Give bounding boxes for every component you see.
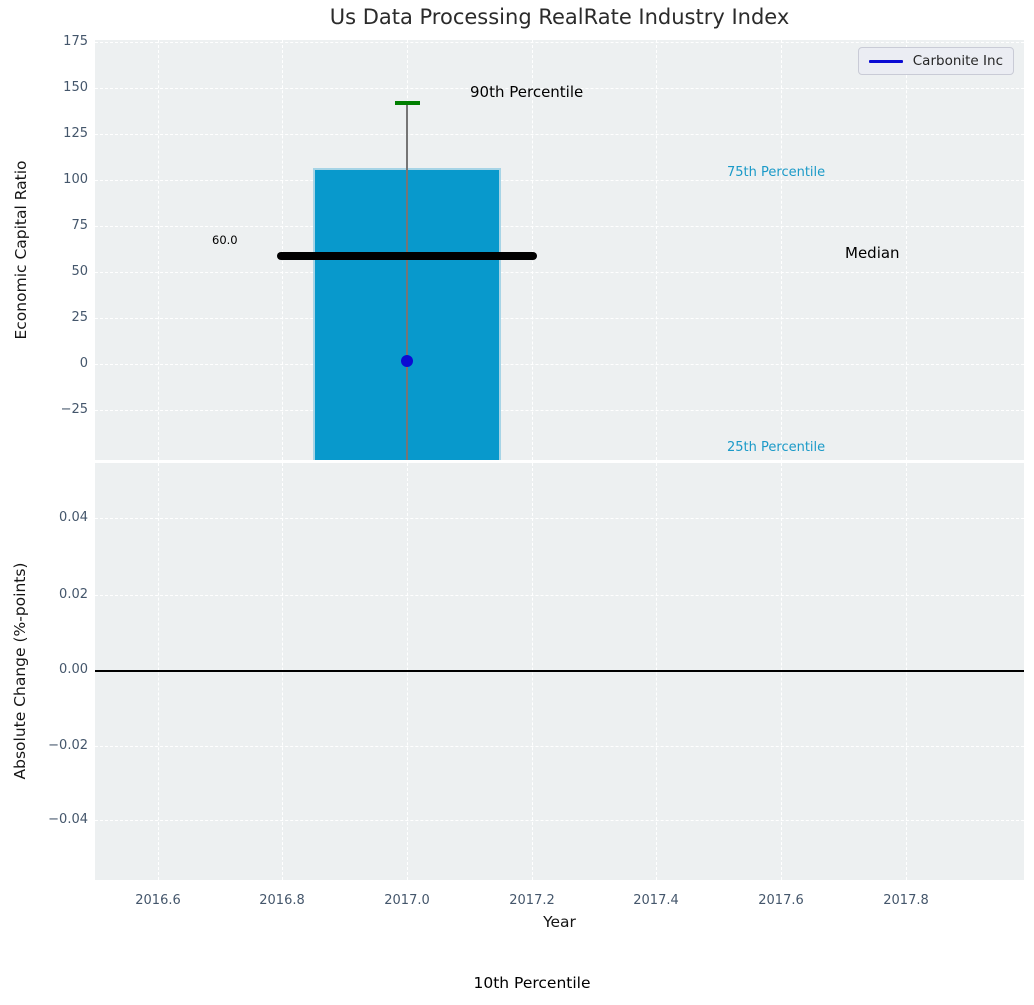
y-tick: −0.02 xyxy=(48,738,88,753)
legend-label: Carbonite Inc xyxy=(912,53,1003,69)
median-line xyxy=(277,252,537,260)
gridline xyxy=(95,42,1024,43)
x-axis-label: Year xyxy=(543,913,576,931)
gridline xyxy=(95,318,1024,319)
x-tick: 2017.6 xyxy=(758,893,804,908)
gridline xyxy=(95,820,1024,821)
y-tick: 50 xyxy=(71,264,88,279)
gridline xyxy=(95,518,1024,519)
gridline xyxy=(95,226,1024,227)
legend-line-swatch xyxy=(868,59,903,63)
gridline xyxy=(532,40,533,460)
top-plot-area: 90th Percentile 75th Percentile Median 6… xyxy=(95,40,1024,460)
x-tick: 2017.8 xyxy=(883,893,929,908)
x-tick: 2017.2 xyxy=(509,893,555,908)
y-tick: 0.02 xyxy=(59,587,88,602)
annotation-75th-percentile: 75th Percentile xyxy=(727,165,826,180)
gridline xyxy=(282,40,283,460)
y-tick: 0.00 xyxy=(59,662,88,677)
y-tick: −0.04 xyxy=(48,812,88,827)
bottom-y-axis-label: Absolute Change (%-points) xyxy=(11,562,29,780)
zero-reference-line xyxy=(95,670,1024,672)
x-tick: 2017.0 xyxy=(384,893,430,908)
annotation-median: Median xyxy=(845,244,900,262)
gridline xyxy=(95,746,1024,747)
y-tick: 150 xyxy=(63,80,88,95)
gridline xyxy=(95,364,1024,365)
chart-title: Us Data Processing RealRate Industry Ind… xyxy=(329,5,790,29)
annotation-25th-percentile: 25th Percentile xyxy=(727,440,826,455)
annotation-90th-percentile: 90th Percentile xyxy=(470,83,584,101)
y-tick: 125 xyxy=(63,126,88,141)
y-tick: 0 xyxy=(79,356,88,371)
gridline xyxy=(906,40,907,460)
gridline xyxy=(158,40,159,460)
company-data-point xyxy=(401,355,413,367)
annotation-median-value: 60.0 xyxy=(212,233,238,247)
whisker-line xyxy=(406,102,408,460)
x-tick: 2016.8 xyxy=(259,893,305,908)
y-tick: 175 xyxy=(63,34,88,49)
gridline xyxy=(95,88,1024,89)
y-tick: 100 xyxy=(63,172,88,187)
gridline xyxy=(95,134,1024,135)
legend-box: Carbonite Inc xyxy=(857,47,1014,75)
gridline xyxy=(656,40,657,460)
gridline xyxy=(95,410,1024,411)
whisker-cap-90th xyxy=(395,101,420,105)
y-tick: 25 xyxy=(71,310,88,325)
y-tick: 75 xyxy=(71,218,88,233)
gridline xyxy=(95,595,1024,596)
x-tick: 2016.6 xyxy=(135,893,181,908)
y-tick: −25 xyxy=(60,402,88,417)
bottom-plot-area xyxy=(95,463,1024,880)
x-tick: 2017.4 xyxy=(633,893,679,908)
gridline xyxy=(781,40,782,460)
gridline xyxy=(95,180,1024,181)
gridline xyxy=(95,272,1024,273)
y-tick: 0.04 xyxy=(59,510,88,525)
top-y-axis-label: Economic Capital Ratio xyxy=(12,160,30,340)
annotation-10th-percentile: 10th Percentile xyxy=(473,974,591,992)
